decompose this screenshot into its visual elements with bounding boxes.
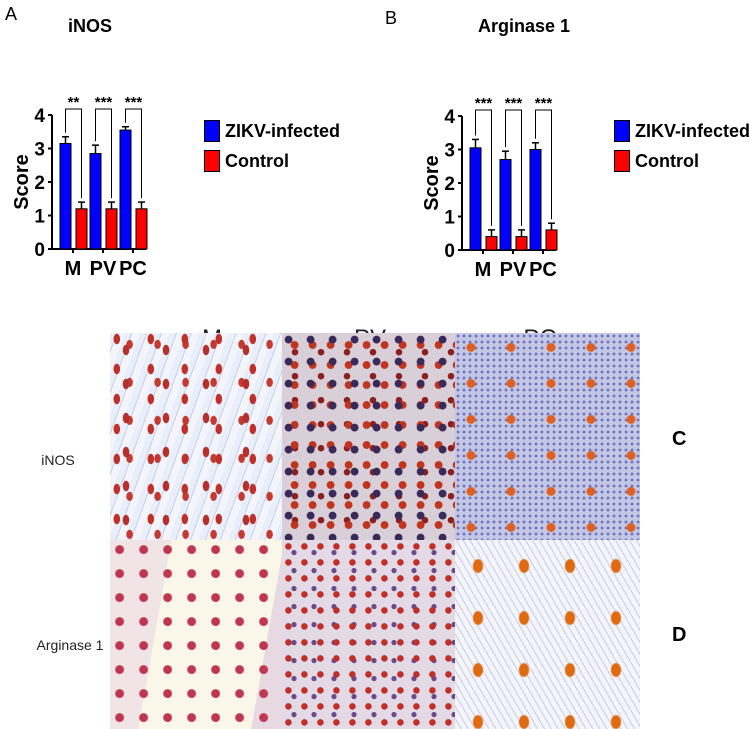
- micrograph-inos-pc: [455, 333, 640, 540]
- significance-label: ***: [505, 95, 523, 112]
- legend-swatch: [614, 150, 630, 172]
- significance-bracket: [505, 109, 522, 226]
- legend-label: Control: [225, 150, 289, 171]
- row-label-inos: iNOS: [41, 452, 75, 468]
- y-tick-label: 0: [444, 241, 455, 262]
- chart-title-inos: iNOS: [68, 16, 113, 36]
- significance-label: ***: [125, 94, 143, 111]
- significance-bracket: [475, 109, 492, 226]
- legend-label: ZIKV-infected: [225, 120, 341, 141]
- y-tick-label: 1: [34, 207, 45, 228]
- row-label-arginase: Arginase 1: [36, 637, 104, 653]
- legend-swatch: [614, 120, 630, 142]
- panel-label-a: A: [5, 4, 18, 24]
- y-tick-label: 1: [444, 208, 455, 229]
- bar-zikv: [529, 149, 542, 251]
- bar-zikv: [469, 147, 482, 251]
- bar-zikv: [119, 129, 132, 250]
- panel-label-b: B: [385, 8, 398, 28]
- micrograph-inos-m: [110, 333, 282, 540]
- bar-control: [75, 208, 88, 250]
- legend-control-b: Control: [614, 150, 699, 172]
- x-tick-label: M: [475, 259, 492, 281]
- y-tick-label: 4: [444, 107, 455, 128]
- micrograph-inos-pv: [282, 333, 455, 540]
- significance-label: ***: [475, 95, 493, 112]
- significance-label: **: [68, 94, 80, 111]
- legend-control-a: Control: [204, 150, 289, 172]
- bar-zikv: [59, 142, 72, 250]
- legend-zikv-b: ZIKV-infected: [614, 120, 750, 142]
- legend-swatch: [204, 150, 220, 172]
- chart-title-arginase: Arginase 1: [478, 16, 571, 36]
- y-axis-label: Score: [11, 154, 33, 210]
- bar-zikv: [499, 159, 512, 251]
- legend-zikv-a: ZIKV-infected: [204, 120, 340, 142]
- bar-charts: 0 1 2 3 4 Score ** M *** PV *** PC 0 1 2 3 4 Score *** M ***…: [11, 94, 558, 281]
- significance-bracket: [125, 108, 142, 199]
- bar-control: [545, 229, 558, 251]
- y-axis-label: Score: [421, 155, 443, 211]
- x-tick-label: PV: [90, 258, 117, 280]
- legend-label: Control: [635, 150, 699, 171]
- legend-swatch: [204, 120, 220, 142]
- bar-control: [105, 208, 118, 250]
- y-tick-label: 4: [34, 106, 45, 127]
- significance-bracket: [65, 108, 82, 199]
- micrograph-arginase-m: [110, 540, 282, 729]
- micrograph-arginase-pv: [282, 540, 455, 729]
- panel-label-c: C: [672, 428, 687, 450]
- y-tick-label: 0: [34, 240, 45, 261]
- bar-control: [135, 208, 148, 250]
- bar-control: [515, 236, 528, 251]
- x-tick-label: PC: [529, 259, 557, 281]
- significance-label: ***: [95, 94, 113, 111]
- x-tick-label: M: [65, 258, 82, 280]
- y-tick-label: 3: [34, 140, 45, 161]
- bar-zikv: [89, 153, 102, 250]
- significance-label: ***: [535, 95, 553, 112]
- significance-bracket: [535, 109, 552, 220]
- y-tick-label: 3: [444, 141, 455, 162]
- y-tick-label: 2: [34, 173, 45, 194]
- bar-control: [485, 236, 498, 251]
- x-tick-label: PV: [500, 259, 527, 281]
- micrograph-arginase-pc: [455, 540, 640, 729]
- y-tick-label: 2: [444, 174, 455, 195]
- significance-bracket: [95, 108, 112, 199]
- x-tick-label: PC: [119, 258, 147, 280]
- legend-label: ZIKV-infected: [635, 120, 750, 141]
- panel-label-d: D: [672, 624, 687, 646]
